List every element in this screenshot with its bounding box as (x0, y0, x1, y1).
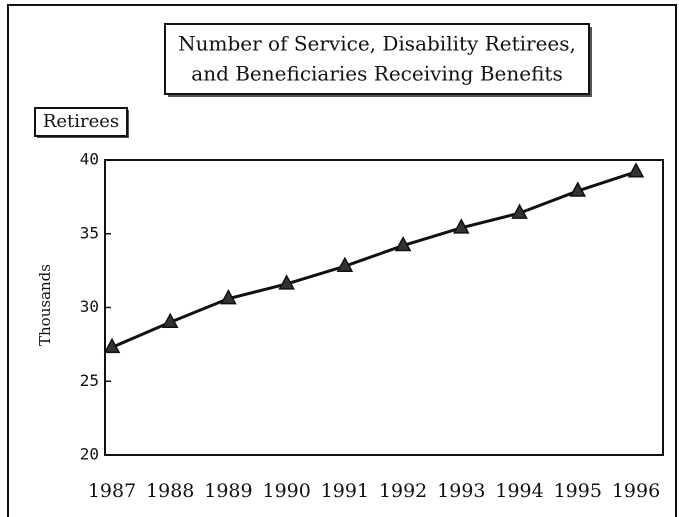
plot-area (104, 159, 664, 456)
y-tick-label: 35 (80, 223, 99, 242)
data-marker (627, 162, 645, 178)
data-marker (161, 312, 179, 328)
y-axis-label: Thousands (36, 264, 54, 346)
data-marker (220, 289, 237, 305)
data-marker (569, 181, 587, 197)
y-tick-label: 20 (80, 445, 99, 464)
data-marker (453, 218, 470, 234)
x-tick-label: 1994 (495, 480, 543, 502)
chart-title: Number of Service, Disability Retirees, (178, 32, 576, 56)
data-marker (336, 256, 354, 272)
data-marker (511, 203, 528, 219)
outer-frame (7, 4, 677, 517)
y-tick-label: 25 (80, 371, 99, 390)
data-marker (394, 235, 412, 252)
series-label-box (34, 107, 128, 137)
x-tick-label: 1996 (612, 480, 660, 502)
x-tick-label: 1995 (554, 480, 602, 502)
data-marker (103, 337, 121, 354)
x-tick-label: 1993 (437, 480, 485, 502)
x-tick-label: 1991 (321, 480, 369, 502)
x-tick-label: 1990 (262, 480, 310, 502)
title-box (164, 23, 590, 95)
x-tick-label: 1989 (204, 480, 252, 502)
series-label: Retirees (43, 111, 119, 132)
x-tick-label: 1992 (379, 480, 427, 502)
y-tick-label: 30 (80, 297, 99, 316)
y-tick-label: 40 (80, 150, 99, 169)
data-line (111, 170, 637, 349)
data-marker (278, 274, 295, 290)
x-tick-label: 1988 (146, 480, 194, 502)
chart-title: and Beneficiaries Receiving Benefits (191, 62, 562, 86)
x-tick-label: 1987 (88, 480, 136, 502)
